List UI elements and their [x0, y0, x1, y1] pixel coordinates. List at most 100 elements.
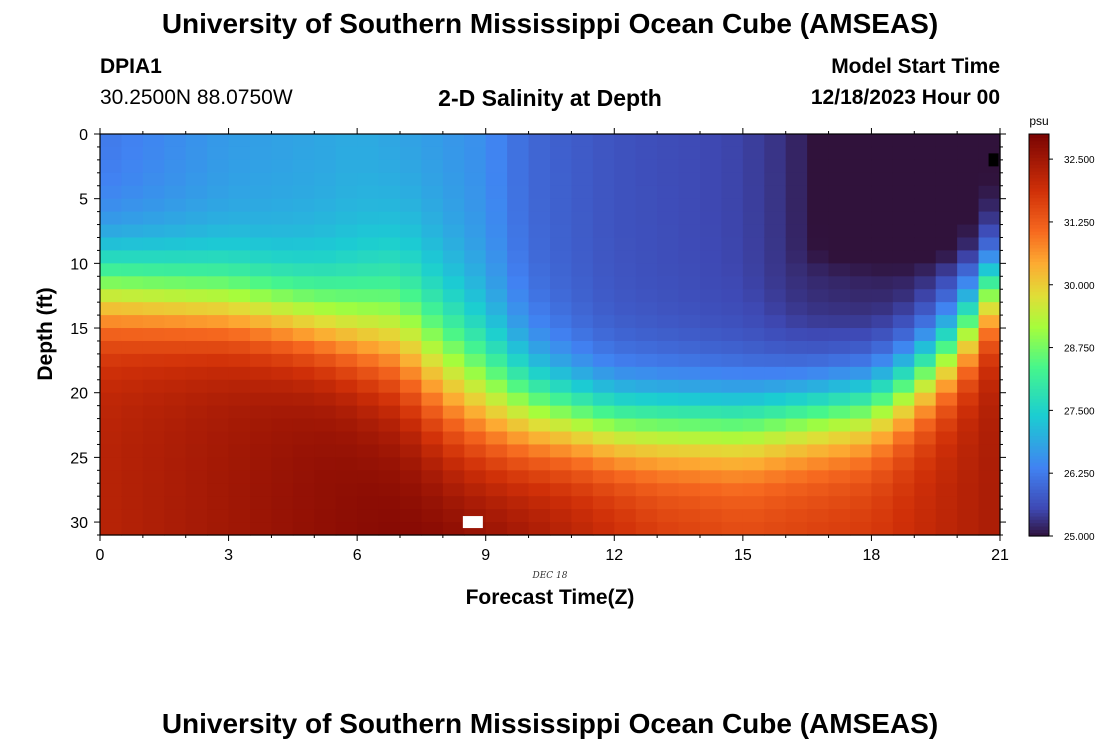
heatmap-cell — [421, 457, 444, 471]
heatmap-cell — [892, 340, 915, 355]
heatmap-cell — [442, 302, 465, 316]
heatmap-cell — [207, 353, 230, 368]
colorbar-segment — [1029, 180, 1049, 185]
heatmap-cell — [164, 496, 187, 510]
heatmap-cell — [957, 146, 980, 161]
colorbar-segment — [1029, 157, 1049, 162]
heatmap-cell — [871, 496, 894, 510]
colorbar-segment — [1029, 355, 1049, 360]
heatmap-cell — [807, 522, 830, 536]
heatmap-cell — [250, 418, 273, 433]
heatmap-cell — [292, 315, 315, 329]
heatmap-cell — [164, 483, 187, 497]
heatmap-cell — [764, 224, 787, 239]
heatmap-cell — [464, 172, 487, 187]
colorbar-tick-label: 25.000 — [1064, 532, 1095, 543]
heatmap-cell — [828, 509, 851, 523]
heatmap-cell — [164, 431, 187, 446]
heatmap-cell — [292, 172, 315, 187]
heatmap-cell — [485, 496, 508, 510]
heatmap-cell — [528, 379, 551, 394]
heatmap-cell — [228, 328, 251, 342]
heatmap-cell — [742, 509, 765, 523]
heatmap-cell — [357, 496, 380, 510]
heatmap-cell — [100, 431, 123, 446]
heatmap-cell — [142, 509, 165, 523]
colorbar-segment — [1029, 338, 1049, 343]
heatmap-cell — [850, 470, 873, 484]
heatmap-cell — [442, 315, 465, 329]
heatmap-cell — [185, 470, 208, 484]
colorbar-segment — [1029, 137, 1049, 142]
heatmap-cell — [400, 302, 423, 316]
heatmap-cell — [657, 392, 680, 407]
heatmap-cell — [314, 340, 337, 355]
colorbar-segment — [1029, 214, 1049, 219]
heatmap-cell — [485, 185, 508, 200]
heatmap-cell — [828, 328, 851, 342]
heatmap-cell — [292, 237, 315, 252]
heatmap-cell — [721, 224, 744, 239]
heatmap-cell — [378, 483, 401, 497]
heatmap-cell — [442, 444, 465, 458]
heatmap-cell — [507, 302, 530, 316]
heatmap-cell — [871, 483, 894, 497]
heatmap-cell — [935, 224, 958, 239]
heatmap-cell — [978, 392, 1001, 407]
heatmap-cell — [100, 276, 123, 290]
heatmap-cell — [271, 185, 294, 200]
heatmap-cell — [485, 379, 508, 394]
heatmap-cell — [764, 522, 787, 536]
heatmap-cell — [657, 405, 680, 420]
heatmap-cell — [550, 470, 573, 484]
colorbar-segment — [1029, 264, 1049, 269]
heatmap-cell — [207, 392, 230, 407]
heatmap-cell — [807, 366, 830, 381]
heatmap-cell — [978, 211, 1001, 226]
heatmap-cell — [357, 198, 380, 213]
heatmap-cell — [614, 289, 637, 303]
heatmap-cell — [228, 457, 251, 471]
heatmap-cell — [914, 289, 937, 303]
heatmap-cell — [571, 328, 594, 342]
heatmap-cell — [507, 340, 530, 355]
heatmap-cell — [421, 146, 444, 161]
heatmap-cell — [314, 250, 337, 264]
heatmap-cell — [228, 134, 251, 148]
heatmap-cell — [485, 237, 508, 252]
heatmap-cell — [892, 366, 915, 381]
heatmap-cell — [185, 159, 208, 174]
heatmap-cell — [207, 483, 230, 497]
heatmap-cell — [507, 146, 530, 161]
heatmap-cell — [100, 224, 123, 239]
heatmap-cell — [378, 392, 401, 407]
heatmap-cell — [635, 211, 658, 226]
heatmap-cell — [807, 172, 830, 187]
heatmap-cell — [142, 276, 165, 290]
colorbar-segment — [1029, 455, 1049, 460]
heatmap-cell — [400, 366, 423, 381]
heatmap-cell — [914, 250, 937, 264]
heatmap-cell — [764, 289, 787, 303]
heatmap-cell — [807, 198, 830, 213]
heatmap-cell — [764, 444, 787, 458]
heatmap-cell — [314, 496, 337, 510]
heatmap-cell — [571, 263, 594, 277]
heatmap-cell — [121, 522, 144, 536]
heatmap-cell — [657, 353, 680, 368]
heatmap-cell — [464, 340, 487, 355]
heatmap-cell — [935, 302, 958, 316]
heatmap-cell — [785, 237, 808, 252]
heatmap-cell — [400, 457, 423, 471]
heatmap-cell — [121, 302, 144, 316]
heatmap-cell — [571, 134, 594, 148]
heatmap-cell — [892, 159, 915, 174]
heatmap-cell — [121, 185, 144, 200]
heatmap-cell — [742, 237, 765, 252]
heatmap-cell — [185, 522, 208, 536]
heatmap-cell — [421, 353, 444, 368]
heatmap-cell — [592, 340, 615, 355]
heatmap-cell — [592, 392, 615, 407]
heatmap-cell — [185, 172, 208, 187]
heatmap-cell — [700, 366, 723, 381]
